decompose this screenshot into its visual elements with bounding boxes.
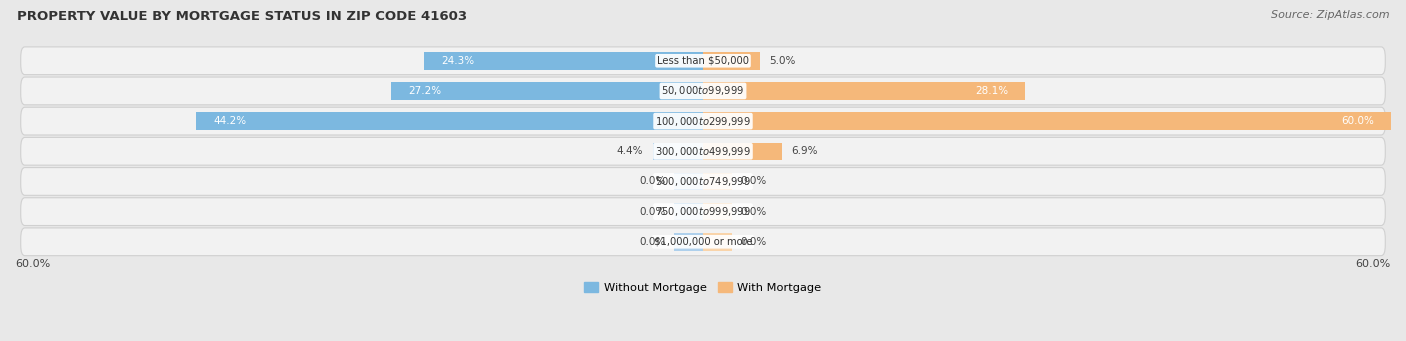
Text: 6.9%: 6.9% — [792, 146, 818, 156]
Text: 60.0%: 60.0% — [1355, 259, 1391, 269]
Bar — [391, 82, 703, 100]
Bar — [652, 143, 703, 160]
Text: 0.0%: 0.0% — [741, 176, 768, 187]
Bar — [675, 173, 703, 190]
Bar — [703, 203, 731, 220]
Text: $50,000 to $99,999: $50,000 to $99,999 — [661, 85, 745, 98]
FancyBboxPatch shape — [21, 228, 1385, 256]
FancyBboxPatch shape — [21, 167, 1385, 195]
Text: 0.0%: 0.0% — [638, 176, 665, 187]
Bar — [703, 233, 731, 251]
Text: 60.0%: 60.0% — [15, 259, 51, 269]
Bar — [703, 82, 1025, 100]
Text: $300,000 to $499,999: $300,000 to $499,999 — [655, 145, 751, 158]
Bar — [703, 143, 782, 160]
FancyBboxPatch shape — [21, 107, 1385, 135]
Bar — [703, 113, 1391, 130]
Bar — [197, 113, 703, 130]
Text: 27.2%: 27.2% — [408, 86, 441, 96]
FancyBboxPatch shape — [21, 137, 1385, 165]
Bar — [425, 52, 703, 70]
Text: 28.1%: 28.1% — [974, 86, 1008, 96]
FancyBboxPatch shape — [21, 77, 1385, 105]
Text: PROPERTY VALUE BY MORTGAGE STATUS IN ZIP CODE 41603: PROPERTY VALUE BY MORTGAGE STATUS IN ZIP… — [17, 10, 467, 23]
Text: 0.0%: 0.0% — [638, 237, 665, 247]
Bar — [703, 173, 731, 190]
Bar — [675, 233, 703, 251]
Text: $500,000 to $749,999: $500,000 to $749,999 — [655, 175, 751, 188]
Bar — [703, 52, 761, 70]
Text: Source: ZipAtlas.com: Source: ZipAtlas.com — [1271, 10, 1389, 20]
Text: $750,000 to $999,999: $750,000 to $999,999 — [655, 205, 751, 218]
Bar — [675, 203, 703, 220]
Text: 0.0%: 0.0% — [741, 207, 768, 217]
Text: 0.0%: 0.0% — [741, 237, 768, 247]
Text: 24.3%: 24.3% — [441, 56, 475, 66]
Text: 60.0%: 60.0% — [1341, 116, 1374, 126]
Text: 4.4%: 4.4% — [617, 146, 644, 156]
Text: 44.2%: 44.2% — [214, 116, 246, 126]
FancyBboxPatch shape — [21, 47, 1385, 75]
Text: Less than $50,000: Less than $50,000 — [657, 56, 749, 66]
Text: 0.0%: 0.0% — [638, 207, 665, 217]
Text: $1,000,000 or more: $1,000,000 or more — [654, 237, 752, 247]
Legend: Without Mortgage, With Mortgage: Without Mortgage, With Mortgage — [579, 278, 827, 298]
FancyBboxPatch shape — [21, 198, 1385, 225]
Text: $100,000 to $299,999: $100,000 to $299,999 — [655, 115, 751, 128]
Text: 5.0%: 5.0% — [769, 56, 796, 66]
